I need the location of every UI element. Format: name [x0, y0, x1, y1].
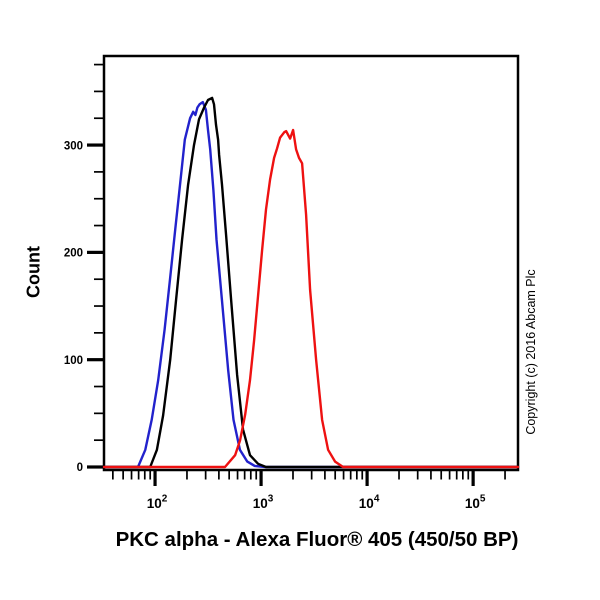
axis-tick-labels: 0 100 200 300 102 103 104 105 [64, 140, 486, 511]
x-tick-label: 102 [147, 494, 168, 512]
chart-title: PKC alpha - Alexa Fluor® 405 (450/50 BP) [115, 528, 519, 551]
y-tick-label: 100 [64, 355, 83, 367]
axis-ticks [87, 63, 506, 486]
curve-black [102, 96, 520, 469]
y-tick-label: 300 [64, 140, 83, 152]
x-tick-label: 103 [253, 494, 274, 512]
y-axis-title: Count [23, 246, 44, 298]
x-tick-label: 105 [465, 494, 486, 512]
x-tick-label: 104 [359, 494, 380, 512]
curve-blue [102, 100, 520, 469]
copyright-notice: Copyright (c) 2016 Abcam Plc [524, 269, 538, 435]
curve-red [102, 128, 520, 469]
y-tick-label: 0 [77, 462, 83, 474]
y-tick-label: 200 [64, 248, 83, 260]
plot-border [102, 54, 520, 472]
